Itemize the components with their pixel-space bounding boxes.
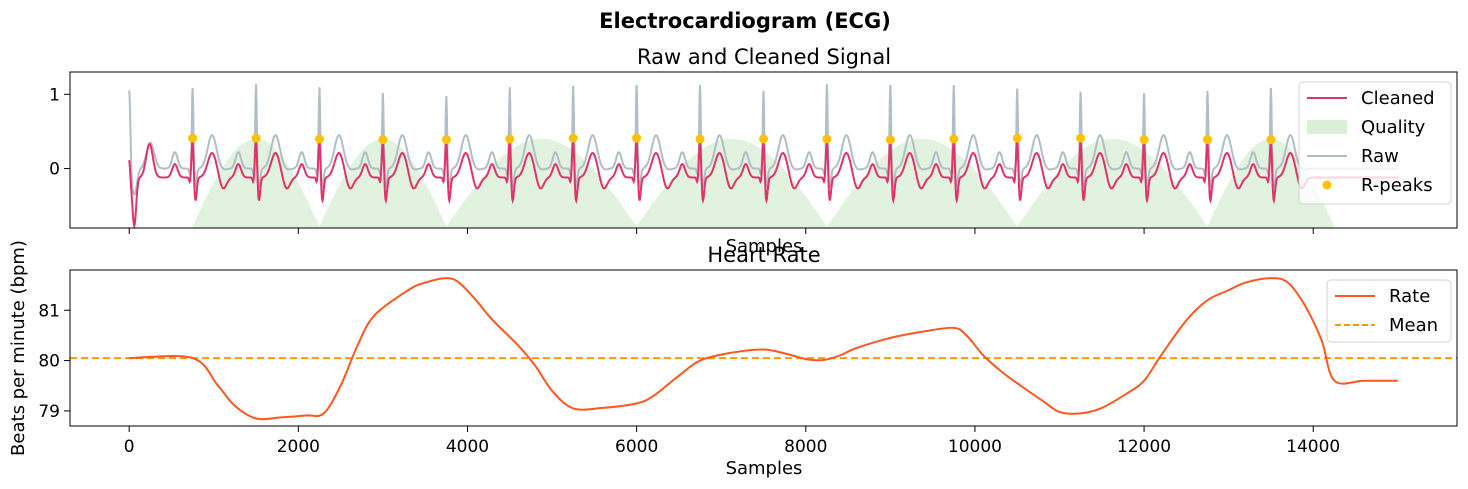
panel2-ytick-label: 80 (38, 352, 60, 372)
y-axis-label: Beats per minute (bpm) (8, 240, 29, 456)
panel2-legend-label: Rate (1389, 286, 1430, 307)
heart-rate-panel: Heart Rate Samples 81 80 79 0 2000 4000 6000 80… (38, 243, 1458, 479)
r-peak-marker (568, 133, 578, 143)
r-peak-marker (1076, 133, 1086, 143)
legend-swatch-quality (1307, 120, 1347, 134)
quality-band (192, 138, 1335, 228)
panel2-xtick-label: 14000 (1286, 437, 1340, 457)
r-peak-marker (378, 135, 388, 145)
panel1-title: Raw and Cleaned Signal (637, 45, 891, 69)
r-peak-marker (949, 134, 959, 144)
panel2-xtick-label: 4000 (446, 437, 489, 457)
panel1-frame (69, 71, 1458, 229)
figure-suptitle: Electrocardiogram (ECG) (599, 9, 891, 33)
panel1-legend-label: Quality (1361, 117, 1426, 138)
panel2-frame (69, 269, 1458, 427)
panel1-legend-box (1298, 81, 1452, 205)
raw-signal-line (128, 84, 1398, 197)
panel2-xtick-label: 12000 (1117, 437, 1171, 457)
panel2-xtick-label: 0 (124, 437, 135, 457)
panel1-ytick-label: 1 (49, 85, 60, 105)
r-peak-marker (695, 134, 705, 144)
panel2-xtick-label: 6000 (615, 437, 658, 457)
panel1-xlabel: Samples (726, 236, 803, 257)
panel2-legend-label: Mean (1389, 315, 1438, 336)
r-peak-marker (1266, 135, 1276, 145)
panel2-title: Heart Rate (707, 243, 820, 267)
r-peak-marker (441, 135, 451, 145)
r-peak-marker (885, 135, 895, 145)
r-peak-marker (505, 134, 515, 144)
r-peak-marker (759, 134, 768, 144)
r-peak-marker (822, 134, 832, 144)
panel1-legend-label: Raw (1361, 146, 1399, 167)
raw-cleaned-signal-panel: Raw and Cleaned Signal Samples 1 0 Cleaned… (49, 45, 1458, 257)
r-peak-marker (1012, 133, 1022, 143)
panel2-xlabel: Samples (726, 458, 803, 479)
legend-swatch-r-peaks (1322, 180, 1332, 190)
r-peak-marker (188, 133, 198, 143)
r-peak-marker (1139, 135, 1149, 145)
panel2-xtick-label: 10000 (948, 437, 1002, 457)
r-peak-marker (1203, 135, 1212, 145)
panel2-ytick-label: 81 (38, 301, 60, 321)
r-peak-marker (632, 133, 642, 143)
panel1-ytick-label: 0 (49, 160, 60, 180)
panel2-xtick-label: 2000 (277, 437, 320, 457)
panel1-legend-label: R-peaks (1361, 175, 1433, 196)
r-peak-marker (315, 134, 324, 144)
panel2-ytick-label: 79 (38, 402, 60, 422)
panel2-xtick-label: 8000 (784, 437, 827, 457)
rate-line (129, 277, 1398, 421)
panel1-legend-label: Cleaned (1361, 88, 1435, 109)
r-peak-marker (251, 133, 261, 143)
